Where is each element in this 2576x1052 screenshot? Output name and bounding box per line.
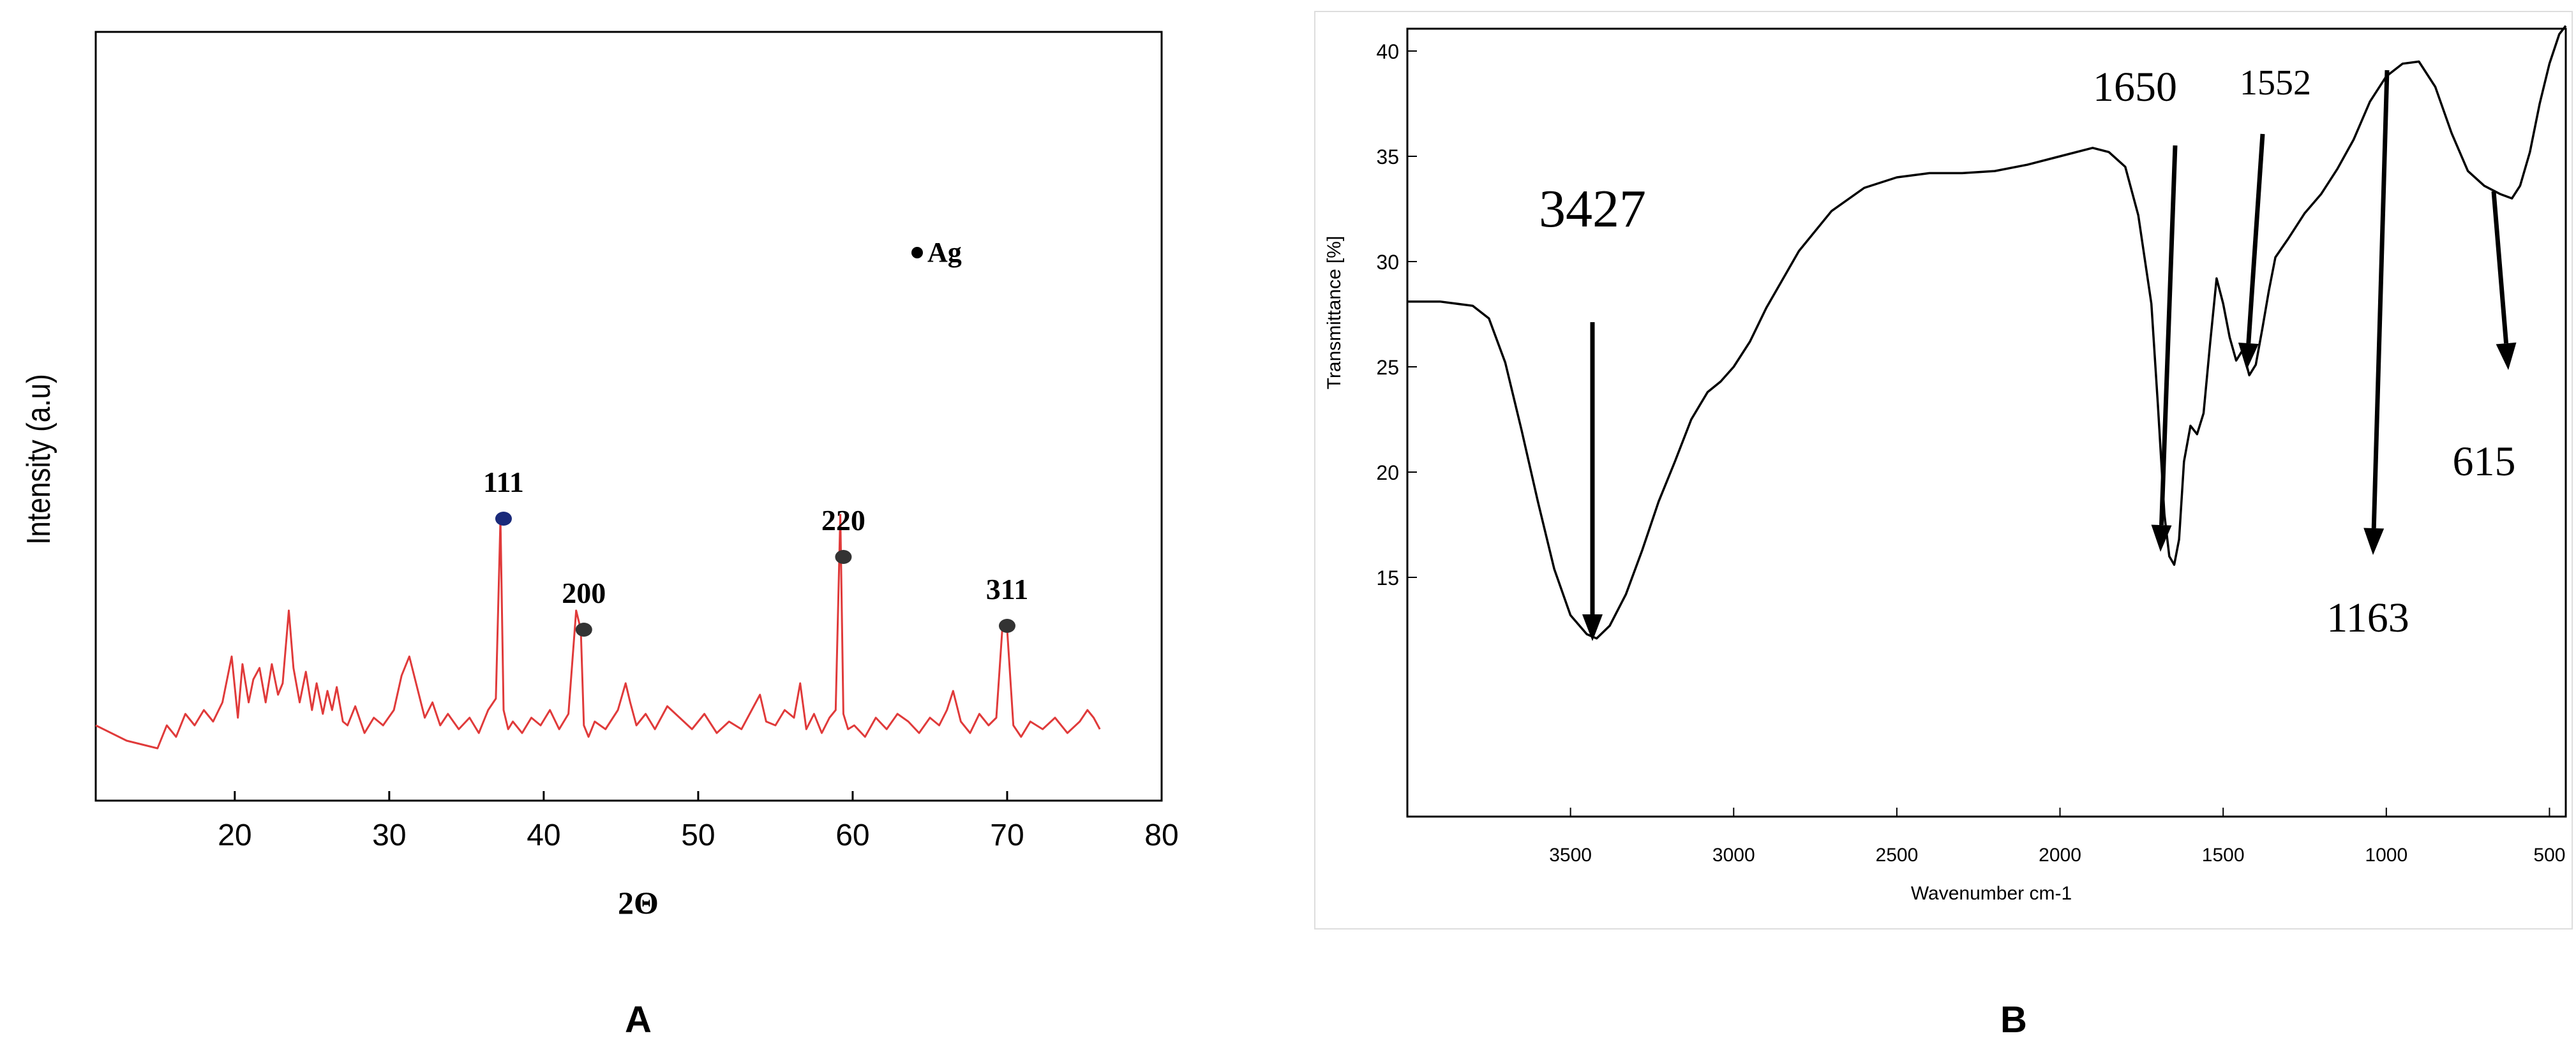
panel-b-y-axis-label: Transmittance [%] xyxy=(1324,236,1345,390)
annotation-arrow-head xyxy=(2363,528,2385,555)
annotation-label: 615 xyxy=(2453,438,2516,485)
y-tick-label: 15 xyxy=(1376,567,1399,589)
panel-b-annotations: 3427 1650 1552 1163 615 xyxy=(1506,56,2540,676)
annotation-arrow-head xyxy=(1582,614,1603,641)
peak-label: 200 xyxy=(562,577,606,609)
annotation-arrow-head xyxy=(2496,342,2517,370)
x-tick-label: 1500 xyxy=(2202,845,2245,866)
panel-a-y-axis-label: Intensity (a.u) xyxy=(20,374,57,545)
peak-label: 111 xyxy=(483,466,524,498)
y-tick-label: 30 xyxy=(1376,251,1399,274)
x-tick-label: 50 xyxy=(681,819,715,852)
annotation-label-box xyxy=(2228,56,2326,120)
ftir-spectrum-line xyxy=(1407,25,2567,640)
panel-b-image-frame xyxy=(1314,11,2573,930)
annotation-label-box xyxy=(2432,415,2540,510)
panel-b-plot-frame xyxy=(1406,27,2567,818)
panel-b-label: B xyxy=(2000,999,2027,1041)
peak-marker xyxy=(835,550,852,564)
x-tick-label: 30 xyxy=(372,819,406,852)
annotation-label-box xyxy=(2298,561,2457,676)
annotation-label: 1552 xyxy=(2240,63,2311,103)
x-tick-label: 60 xyxy=(835,819,869,852)
x-tick-label: 80 xyxy=(1144,819,1178,852)
peak-marker xyxy=(998,619,1015,633)
panel-a-x-axis-label: 2Θ xyxy=(618,885,659,921)
annotation-arrow-shaft xyxy=(2371,70,2390,529)
x-tick-label: 40 xyxy=(527,819,560,852)
panel-a-x-ticks: 20 30 40 50 60 70 80 xyxy=(218,791,1179,852)
panel-a-peaks: 111 200 220 311 xyxy=(483,466,1028,637)
x-tick-label: 3000 xyxy=(1712,845,1755,866)
annotation-arrow-head xyxy=(2238,343,2259,370)
y-tick-label: 25 xyxy=(1376,356,1399,379)
x-tick-label: 70 xyxy=(990,819,1024,852)
annotation-label-box xyxy=(1506,159,1685,255)
peak-label: 220 xyxy=(821,504,865,537)
peak-marker xyxy=(575,623,592,637)
annotation-label: 3427 xyxy=(1539,179,1646,239)
panel-b-y-ticks: 15 20 25 30 35 40 xyxy=(1376,40,1417,589)
y-tick-label: 40 xyxy=(1376,40,1399,63)
annotation-arrow-shaft xyxy=(2159,145,2178,526)
peak-marker xyxy=(495,512,512,526)
panel-a-series xyxy=(95,514,1101,750)
x-tick-label: 1000 xyxy=(2365,845,2408,866)
x-tick-label: 2000 xyxy=(2039,845,2081,866)
panel-a-label: A xyxy=(625,999,652,1041)
panel-a-legend: Ag xyxy=(911,237,962,268)
legend-label-ag: Ag xyxy=(927,237,962,268)
y-tick-label: 35 xyxy=(1376,145,1399,168)
panel-b-series xyxy=(1407,25,2567,640)
annotation-label: 1163 xyxy=(2326,595,2409,641)
annotation-label-box xyxy=(2058,56,2212,126)
x-tick-label: 2500 xyxy=(1876,845,1919,866)
y-tick-label: 20 xyxy=(1376,461,1399,484)
x-tick-label: 3500 xyxy=(1549,845,1592,866)
x-tick-label: 500 xyxy=(2533,845,2565,866)
panel-b: 15 20 25 30 35 40 3500 3000 2500 2000 1500 1000 500… xyxy=(1314,11,2573,1041)
panel-a: 20 30 40 50 60 70 80 111 200 220 311 Ag Intensity… xyxy=(20,31,1179,1041)
annotation-arrow-shaft xyxy=(2491,191,2509,344)
panel-b-x-axis-label: Wavenumber cm-1 xyxy=(1911,883,2072,904)
annotation-arrow-head xyxy=(2151,524,2172,552)
annotation-label: 1650 xyxy=(2093,64,2177,110)
x-tick-label: 20 xyxy=(218,819,251,852)
peak-label: 311 xyxy=(986,573,1028,605)
panel-a-plot-frame xyxy=(94,31,1163,802)
panel-b-x-ticks: 3500 3000 2500 2000 1500 1000 500 xyxy=(1549,808,2565,866)
xrd-pattern-line xyxy=(95,514,1101,750)
legend-marker-ag xyxy=(911,247,923,258)
annotation-arrow-shaft xyxy=(2246,133,2265,344)
